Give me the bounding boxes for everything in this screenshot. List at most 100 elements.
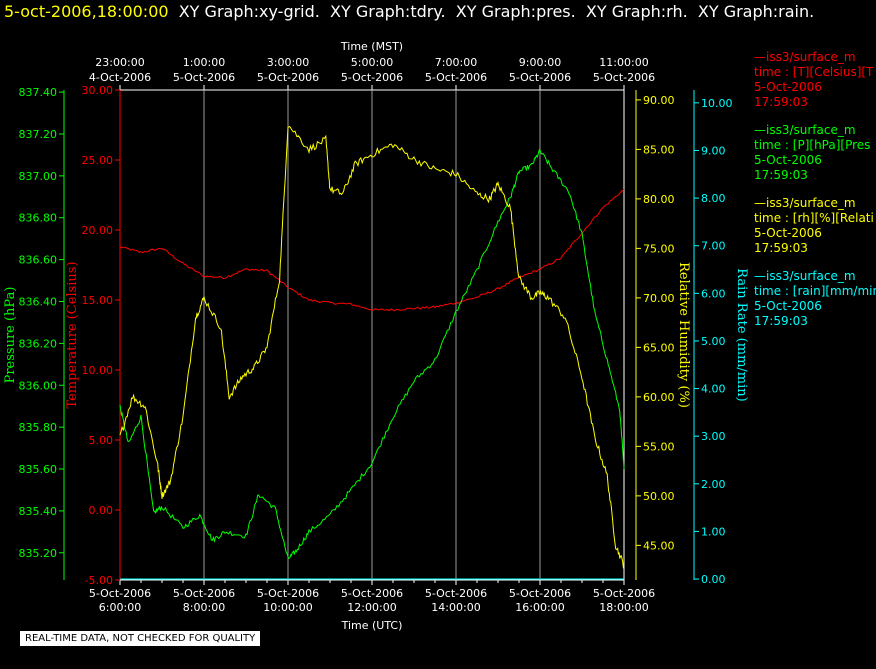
x-tick-label-top-time: 9:00:00 (519, 56, 561, 69)
pressure-tick-label: 836.80 (19, 212, 58, 225)
legend-series-field: time : [T][Celsius][T (754, 65, 874, 79)
pressure-tick-label: 836.60 (19, 254, 58, 267)
pressure-tick-label: 835.40 (19, 505, 58, 518)
temperature-tick-label: 0.00 (89, 504, 114, 517)
humidity-tick-label: 65.00 (643, 341, 675, 354)
legend-time: 17:59:03 (754, 168, 808, 182)
x-tick-label-bottom-date: 5-Oct-2006 (425, 587, 487, 600)
pressure-tick-label: 837.00 (19, 170, 58, 183)
x-tick-label-top-time: 3:00:00 (267, 56, 309, 69)
series-line-pressure (119, 148, 625, 560)
pressure-tick-label: 835.60 (19, 463, 58, 476)
quality-disclaimer: REAL-TIME DATA, NOT CHECKED FOR QUALITY (20, 631, 261, 646)
x-tick-label-bottom-time: 10:00:00 (263, 601, 312, 614)
pressure-tick-label: 836.40 (19, 295, 58, 308)
x-tick-label-bottom-date: 5-Oct-2006 (257, 587, 319, 600)
legend-entry-rain: —iss3/surface_m time : [rain][mm/min 5-O… (754, 269, 876, 335)
x-tick-label-top-date: 5-Oct-2006 (173, 71, 235, 84)
legend-series-field: time : [P][hPa][Pres (754, 138, 871, 152)
temperature-tick-label: 30.00 (82, 84, 114, 97)
humidity-tick-label: 55.00 (643, 440, 675, 453)
rain-tick-label: 0.00 (701, 573, 726, 586)
header-title-xy-grid: XY Graph:xy-grid. (178, 2, 320, 21)
legend-date: 5-Oct-2006 (754, 80, 822, 94)
header-title-rain: XY Graph:rain. (697, 2, 815, 21)
legend-time: 17:59:03 (754, 314, 808, 328)
x-axis-label-top: Time (MST) (340, 40, 403, 53)
legend-date: 5-Oct-2006 (754, 153, 822, 167)
x-tick-label-top-time: 1:00:00 (183, 56, 225, 69)
legend-series-name: —iss3/surface_m (754, 196, 856, 210)
legend-date: 5-Oct-2006 (754, 226, 822, 240)
x-tick-label-bottom-time: 8:00:00 (183, 601, 225, 614)
pressure-tick-label: 837.40 (19, 86, 58, 99)
rain-tick-label: 8.00 (701, 192, 726, 205)
x-tick-label-bottom-date: 5-Oct-2006 (173, 587, 235, 600)
temperature-tick-label: 5.00 (89, 434, 114, 447)
humidity-tick-label: 70.00 (643, 292, 675, 305)
header-title-pres: XY Graph:pres. (455, 2, 576, 21)
header-title-tdry: XY Graph:tdry. (330, 2, 446, 21)
x-tick-label-top-time: 5:00:00 (351, 56, 393, 69)
humidity-tick-label: 60.00 (643, 391, 675, 404)
humidity-tick-label: 90.00 (643, 94, 675, 107)
pressure-tick-label: 836.20 (19, 337, 58, 350)
legend-series-name: —iss3/surface_m (754, 123, 856, 137)
x-tick-label-top-time: 7:00:00 (435, 56, 477, 69)
x-tick-label-top-date: 5-Oct-2006 (509, 71, 571, 84)
x-tick-label-bottom-date: 5-Oct-2006 (593, 587, 655, 600)
legend-series-field: time : [rain][mm/min (754, 284, 876, 298)
x-tick-label-bottom-time: 14:00:00 (431, 601, 480, 614)
chart-header: 5-oct-2006,18:00:00 XY Graph:xy-grid. XY… (4, 2, 814, 21)
temperature-tick-label: 25.00 (82, 154, 114, 167)
x-tick-label-top-time: 11:00:00 (599, 56, 648, 69)
rain-tick-label: 9.00 (701, 144, 726, 157)
x-tick-label-bottom-date: 5-Oct-2006 (89, 587, 151, 600)
rain-tick-label: 1.00 (701, 525, 726, 538)
temperature-tick-label: 10.00 (82, 364, 114, 377)
rain-tick-label: 5.00 (701, 335, 726, 348)
header-title-rh: XY Graph:rh. (585, 2, 688, 21)
rain-axis-label: Rain Rate (mm/min) (734, 268, 749, 401)
x-tick-label-top-date: 5-Oct-2006 (341, 71, 403, 84)
x-tick-label-top-date: 4-Oct-2006 (89, 71, 151, 84)
pressure-tick-label: 835.80 (19, 421, 58, 434)
x-tick-label-top-time: 23:00:00 (95, 56, 144, 69)
x-tick-label-bottom-time: 16:00:00 (515, 601, 564, 614)
temperature-tick-label: 20.00 (82, 224, 114, 237)
x-tick-label-top-date: 5-Oct-2006 (593, 71, 655, 84)
pressure-axis-label: Pressure (hPa) (3, 287, 18, 384)
legend-time: 17:59:03 (754, 95, 808, 109)
humidity-tick-label: 75.00 (643, 242, 675, 255)
humidity-tick-label: 45.00 (643, 539, 675, 552)
humidity-tick-label: 80.00 (643, 193, 675, 206)
x-axis-label-bottom: Time (UTC) (341, 619, 403, 632)
x-tick-label-bottom-time: 18:00:00 (599, 601, 648, 614)
pressure-tick-label: 836.00 (19, 379, 58, 392)
legend-series-field: time : [rh][%][Relati (754, 211, 874, 225)
temperature-axis-label: Temperature (Celsius) (65, 261, 80, 408)
x-tick-label-top-date: 5-Oct-2006 (257, 71, 319, 84)
legend-date: 5-Oct-2006 (754, 299, 822, 313)
series-line-humidity (119, 125, 625, 569)
humidity-tick-label: 85.00 (643, 143, 675, 156)
x-tick-label-bottom-time: 6:00:00 (99, 601, 141, 614)
rain-tick-label: 2.00 (701, 478, 726, 491)
x-tick-label-bottom-date: 5-Oct-2006 (509, 587, 571, 600)
humidity-axis-label: Relative Humidity (%) (676, 262, 691, 408)
temperature-tick-label: 15.00 (82, 294, 114, 307)
rain-tick-label: 10.00 (701, 97, 733, 110)
legend-time: 17:59:03 (754, 241, 808, 255)
legend-entry-pressure: —iss3/surface_m time : [P][hPa][Pres 5-O… (754, 123, 876, 189)
pressure-tick-label: 835.20 (19, 547, 58, 560)
x-tick-label-bottom-date: 5-Oct-2006 (341, 587, 403, 600)
rain-tick-label: 7.00 (701, 240, 726, 253)
rain-tick-label: 3.00 (701, 430, 726, 443)
legend-entry-temperature: —iss3/surface_m time : [T][Celsius][T 5-… (754, 50, 876, 116)
temperature-tick-label: -5.00 (85, 574, 113, 587)
humidity-tick-label: 50.00 (643, 490, 675, 503)
header-time: 5-oct-2006,18:00:00 (4, 2, 169, 21)
x-tick-label-top-date: 5-Oct-2006 (425, 71, 487, 84)
series-line-temperature (119, 189, 625, 312)
x-tick-label-bottom-time: 12:00:00 (347, 601, 396, 614)
